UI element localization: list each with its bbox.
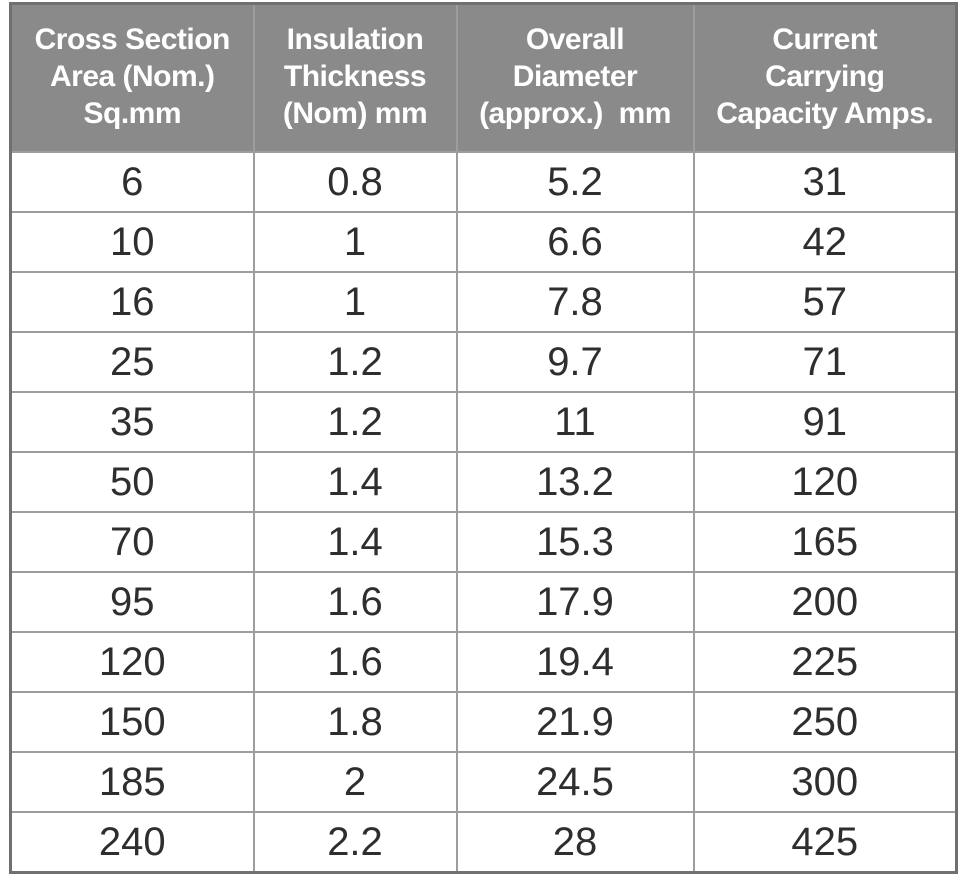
table-cell: 28 [455,811,695,874]
table-cell: 13.2 [455,451,695,513]
column-header-cross-section-area: Cross Section Area (Nom.) Sq.mm [9,2,255,153]
table-cell: 19.4 [455,631,695,693]
table-cell: 1.6 [252,571,458,633]
table-cell: 24.5 [455,751,695,813]
table-cell: 240 [9,811,255,874]
table-body: 6 0.8 5.2 31 10 1 6.6 42 16 1 7.8 57 25 1.2 9.7 71 35 1.2… [9,151,958,874]
table-row: 16 1 7.8 57 [9,271,958,333]
table-row: 185 2 24.5 300 [9,751,958,813]
spec-table-container: Cross Section Area (Nom.) Sq.mm Insulati… [9,2,958,874]
table-cell: 2 [252,751,458,813]
table-cell: 71 [692,331,958,393]
table-cell: 2.2 [252,811,458,874]
table-cell: 5.2 [455,151,695,213]
table-cell: 91 [692,391,958,453]
table-cell: 50 [9,451,255,513]
cable-specification-table: Cross Section Area (Nom.) Sq.mm Insulati… [9,2,958,874]
table-cell: 250 [692,691,958,753]
table-cell: 9.7 [455,331,695,393]
table-cell: 0.8 [252,151,458,213]
table-cell: 425 [692,811,958,874]
table-cell: 1.4 [252,511,458,573]
table-row: 35 1.2 11 91 [9,391,958,453]
table-cell: 1 [252,211,458,273]
table-row: 95 1.6 17.9 200 [9,571,958,633]
table-cell: 35 [9,391,255,453]
table-cell: 42 [692,211,958,273]
table-row: 70 1.4 15.3 165 [9,511,958,573]
table-cell: 120 [9,631,255,693]
table-row: 240 2.2 28 425 [9,811,958,874]
table-cell: 70 [9,511,255,573]
table-row: 10 1 6.6 42 [9,211,958,273]
table-cell: 16 [9,271,255,333]
table-cell: 165 [692,511,958,573]
table-cell: 225 [692,631,958,693]
table-row: 25 1.2 9.7 71 [9,331,958,393]
table-cell: 21.9 [455,691,695,753]
table-cell: 57 [692,271,958,333]
table-cell: 31 [692,151,958,213]
table-row: 6 0.8 5.2 31 [9,151,958,213]
column-header-overall-diameter: Overall Diameter (approx.) mm [455,2,695,153]
table-cell: 1.4 [252,451,458,513]
table-cell: 185 [9,751,255,813]
table-cell: 10 [9,211,255,273]
table-cell: 1.8 [252,691,458,753]
table-cell: 1 [252,271,458,333]
table-cell: 300 [692,751,958,813]
column-header-current-capacity: Current Carrying Capacity Amps. [692,2,958,153]
table-cell: 15.3 [455,511,695,573]
table-row: 50 1.4 13.2 120 [9,451,958,513]
table-cell: 7.8 [455,271,695,333]
table-cell: 11 [455,391,695,453]
table-cell: 120 [692,451,958,513]
column-header-insulation-thickness: Insulation Thickness (Nom) mm [252,2,458,153]
table-row: 150 1.8 21.9 250 [9,691,958,753]
table-cell: 95 [9,571,255,633]
table-row: 120 1.6 19.4 225 [9,631,958,693]
table-cell: 150 [9,691,255,753]
table-cell: 1.2 [252,331,458,393]
table-cell: 200 [692,571,958,633]
table-cell: 6.6 [455,211,695,273]
table-cell: 1.2 [252,391,458,453]
table-cell: 1.6 [252,631,458,693]
table-cell: 17.9 [455,571,695,633]
table-cell: 25 [9,331,255,393]
table-cell: 6 [9,151,255,213]
table-header-row: Cross Section Area (Nom.) Sq.mm Insulati… [9,2,958,153]
